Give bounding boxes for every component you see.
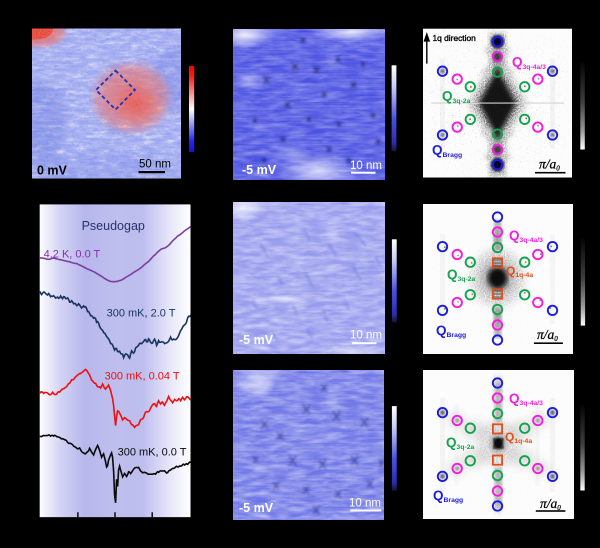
svg-text:50 nm: 50 nm bbox=[139, 159, 171, 171]
svg-text:π/a0: π/a0 bbox=[537, 327, 558, 343]
svg-text:-5 mV: -5 mV bbox=[239, 333, 274, 347]
svg-text:π/a0: π/a0 bbox=[540, 496, 561, 512]
svg-text:4.2 K, 0.0 T: 4.2 K, 0.0 T bbox=[44, 248, 101, 260]
svg-text:Pseudogap: Pseudogap bbox=[82, 219, 145, 233]
svg-text:300 mK, 0.04 T: 300 mK, 0.04 T bbox=[105, 370, 180, 382]
svg-text:300 mK, 2.0 T: 300 mK, 2.0 T bbox=[107, 307, 176, 319]
svg-text:-5 mV: -5 mV bbox=[242, 163, 277, 177]
svg-text:10 nm: 10 nm bbox=[349, 498, 381, 510]
svg-text:1q direction: 1q direction bbox=[433, 33, 477, 43]
svg-text:300 mK, 0.0 T: 300 mK, 0.0 T bbox=[118, 446, 187, 458]
svg-text:0 mV: 0 mV bbox=[37, 164, 68, 178]
svg-text:π/a0: π/a0 bbox=[539, 157, 560, 173]
svg-text:-5 mV: -5 mV bbox=[239, 501, 274, 515]
svg-text:10 nm: 10 nm bbox=[350, 330, 382, 342]
svg-text:10 nm: 10 nm bbox=[350, 160, 382, 172]
